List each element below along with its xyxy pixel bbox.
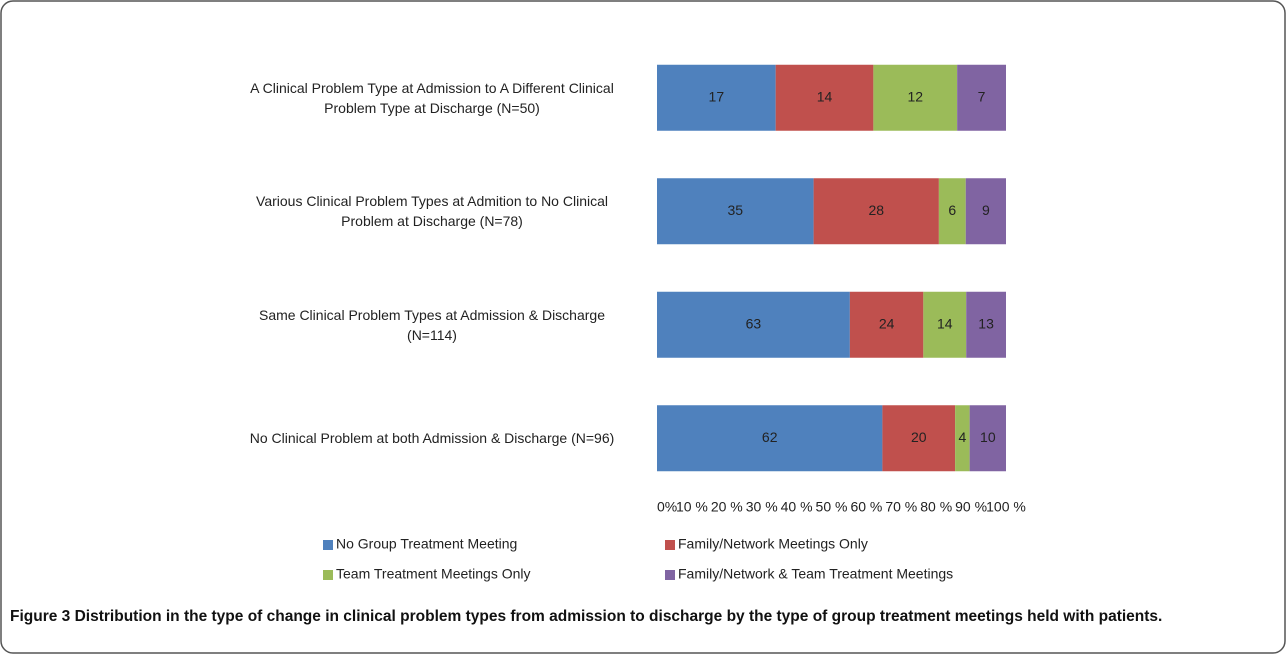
data-label: 10 — [980, 429, 996, 445]
x-tick-label: 90 % — [955, 499, 987, 515]
data-label: 13 — [978, 315, 994, 331]
bar-segment — [882, 405, 956, 472]
x-tick-label: 30 % — [746, 499, 778, 515]
bar-segment — [957, 64, 1006, 131]
bar-segment — [849, 291, 924, 358]
legend-swatch — [665, 570, 675, 580]
bar-segment — [923, 291, 967, 358]
data-label: 12 — [907, 88, 923, 104]
bar-segment — [938, 178, 966, 245]
x-tick-label: 40 % — [781, 499, 813, 515]
bar-segment — [775, 64, 874, 131]
bar-segment — [657, 405, 883, 472]
x-tick-label: 0% — [657, 499, 677, 515]
data-label: 17 — [709, 88, 725, 104]
x-tick-label: 50 % — [816, 499, 848, 515]
category-label: Various Clinical Problem Types at Admiti… — [256, 193, 608, 230]
data-label: 35 — [728, 202, 744, 218]
data-label: 28 — [868, 202, 884, 218]
category-label: No Clinical Problem at both Admission & … — [249, 430, 615, 447]
data-label: 4 — [958, 429, 966, 445]
caption-label: Figure 3 — [10, 608, 71, 625]
bar-segment — [965, 178, 1006, 245]
legend-label: Family/Network Meetings Only — [678, 536, 868, 552]
bar-segment — [873, 64, 958, 131]
x-tick-label: 80 % — [920, 499, 952, 515]
bar-segment — [813, 178, 939, 245]
legend-label: No Group Treatment Meeting — [336, 536, 517, 552]
x-tick-label: 100 % — [986, 499, 1026, 515]
data-label: 14 — [937, 315, 953, 331]
data-label: 63 — [746, 315, 762, 331]
category-label: A Clinical Problem Type at Admission to … — [250, 79, 614, 116]
caption: Figure 3 Distribution in the type of cha… — [10, 606, 1270, 627]
bar-segment — [955, 405, 970, 472]
bar-segment — [657, 64, 776, 131]
caption-text: Distribution in the type of change in cl… — [74, 608, 1163, 625]
legend-label: Team Treatment Meetings Only — [336, 566, 531, 582]
data-label: 62 — [762, 429, 778, 445]
data-label: 9 — [982, 202, 990, 218]
data-label: 6 — [948, 202, 956, 218]
legend-swatch — [323, 570, 333, 580]
data-label: 20 — [911, 429, 927, 445]
x-tick-label: 60 % — [850, 499, 882, 515]
x-tick-label: 10 % — [676, 499, 708, 515]
legend-swatch — [323, 540, 333, 550]
bar-segment — [657, 178, 814, 245]
bar-segment — [657, 291, 850, 358]
data-label: 14 — [817, 88, 833, 104]
data-label: 7 — [978, 88, 986, 104]
bar-segment — [969, 405, 1006, 472]
category-label: Same Clinical Problem Types at Admission… — [258, 306, 605, 343]
bar-segment — [966, 291, 1006, 358]
data-label: 24 — [879, 315, 895, 331]
legend-swatch — [665, 540, 675, 550]
x-tick-label: 70 % — [885, 499, 917, 515]
x-tick-label: 20 % — [711, 499, 743, 515]
legend-label: Family/Network & Team Treatment Meetings — [678, 566, 953, 582]
